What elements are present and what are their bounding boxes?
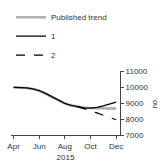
svg-text:Published trend: Published trend	[51, 13, 107, 22]
svg-text:no.: no.	[150, 97, 159, 108]
svg-text:Apr: Apr	[7, 142, 20, 151]
svg-text:1: 1	[51, 32, 56, 41]
svg-text:8000: 8000	[126, 115, 144, 124]
svg-text:10000: 10000	[126, 83, 149, 92]
svg-text:2: 2	[51, 51, 56, 60]
svg-text:Oct: Oct	[84, 142, 97, 151]
svg-text:7000: 7000	[126, 131, 144, 140]
svg-text:Dec: Dec	[109, 142, 123, 151]
svg-text:11000: 11000	[126, 67, 148, 76]
svg-text:Aug: Aug	[58, 142, 72, 151]
svg-text:9000: 9000	[126, 99, 144, 108]
svg-text:Jun: Jun	[33, 142, 46, 151]
svg-text:2015: 2015	[57, 153, 75, 162]
